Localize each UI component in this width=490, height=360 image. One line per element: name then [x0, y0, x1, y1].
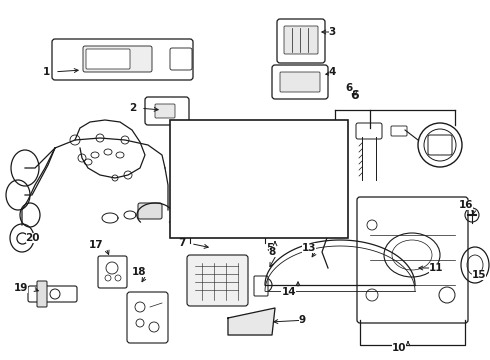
FancyBboxPatch shape — [272, 65, 328, 99]
Text: 1: 1 — [43, 67, 50, 77]
Text: 18: 18 — [131, 267, 146, 277]
Text: 19: 19 — [14, 283, 28, 293]
FancyBboxPatch shape — [127, 292, 168, 343]
Text: 5: 5 — [266, 243, 273, 253]
FancyBboxPatch shape — [86, 49, 130, 69]
FancyBboxPatch shape — [428, 135, 452, 155]
Text: 14: 14 — [281, 287, 296, 297]
Text: 16: 16 — [459, 200, 473, 210]
Text: 4: 4 — [329, 67, 336, 77]
FancyBboxPatch shape — [237, 215, 251, 225]
Text: 2: 2 — [129, 103, 136, 113]
FancyBboxPatch shape — [98, 256, 127, 288]
FancyBboxPatch shape — [356, 123, 382, 139]
Text: 12: 12 — [332, 207, 346, 217]
Text: 11: 11 — [428, 263, 443, 273]
FancyBboxPatch shape — [83, 46, 152, 72]
Text: 13: 13 — [301, 243, 316, 253]
Polygon shape — [228, 308, 275, 335]
FancyBboxPatch shape — [284, 26, 318, 54]
FancyBboxPatch shape — [138, 203, 162, 219]
FancyBboxPatch shape — [254, 276, 268, 296]
FancyBboxPatch shape — [391, 126, 407, 136]
FancyBboxPatch shape — [155, 104, 175, 118]
FancyBboxPatch shape — [170, 48, 192, 70]
FancyBboxPatch shape — [187, 255, 248, 306]
Text: 17: 17 — [88, 240, 103, 250]
FancyBboxPatch shape — [277, 19, 325, 63]
FancyBboxPatch shape — [357, 197, 468, 323]
Text: 8: 8 — [269, 247, 276, 257]
Circle shape — [263, 283, 267, 287]
FancyBboxPatch shape — [317, 167, 331, 177]
Text: 9: 9 — [299, 315, 306, 325]
Bar — [170, 120, 348, 238]
Text: 15: 15 — [471, 270, 486, 280]
Text: 6: 6 — [351, 89, 359, 102]
Text: 20: 20 — [25, 233, 40, 243]
FancyBboxPatch shape — [212, 152, 288, 213]
Text: 10: 10 — [392, 343, 406, 353]
FancyBboxPatch shape — [280, 72, 320, 92]
FancyBboxPatch shape — [145, 97, 189, 125]
FancyBboxPatch shape — [37, 281, 47, 307]
Text: 3: 3 — [329, 27, 336, 37]
FancyBboxPatch shape — [52, 39, 193, 80]
FancyBboxPatch shape — [28, 286, 77, 302]
Text: 7: 7 — [179, 238, 186, 248]
Text: 6: 6 — [346, 83, 353, 93]
FancyBboxPatch shape — [320, 123, 346, 139]
